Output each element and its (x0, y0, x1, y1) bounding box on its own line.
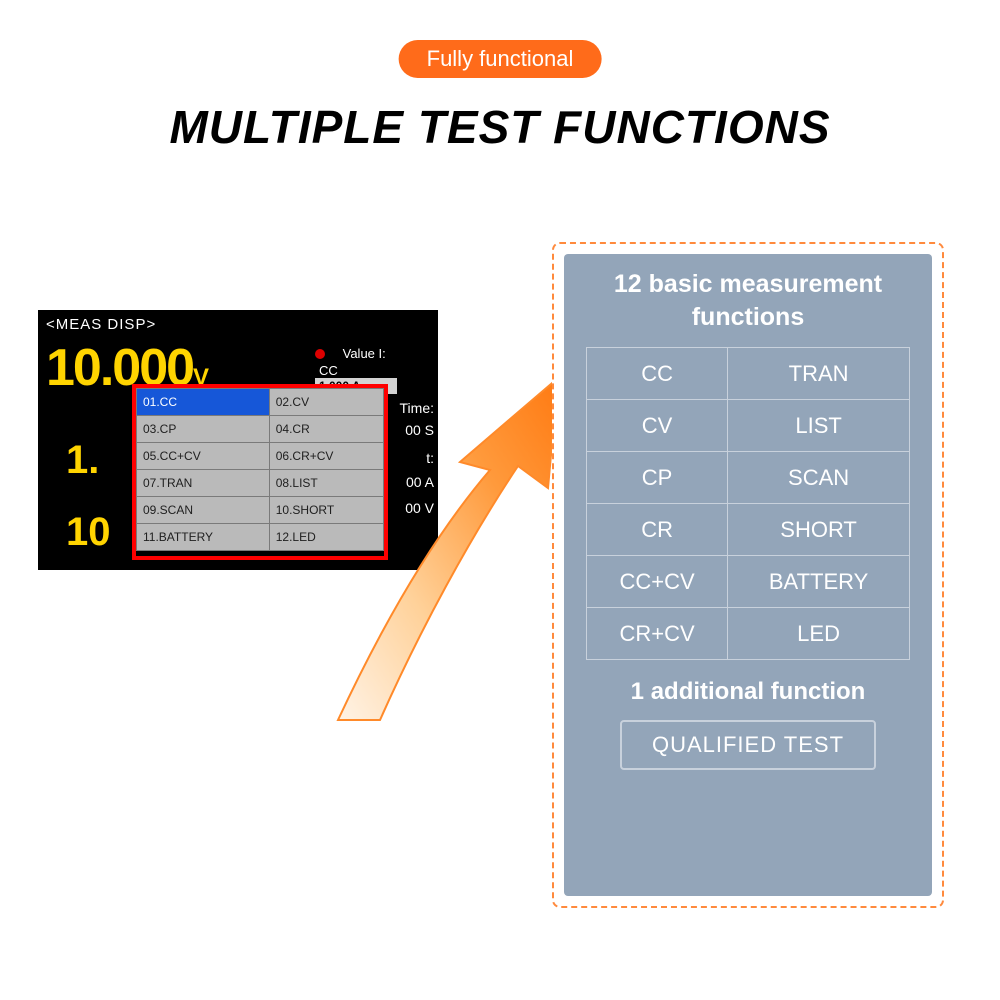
function-cell: CC+CV (587, 556, 728, 608)
panel-title-line1: 12 basic measurement (614, 270, 882, 298)
value-i-label: Value I: (343, 346, 386, 361)
function-cell: CR (587, 504, 728, 556)
record-dot-icon (315, 349, 325, 359)
panel-title-line2: functions (692, 303, 805, 331)
qualified-test-box: QUALIFIED TEST (620, 720, 876, 770)
additional-function-title: 1 additional function (631, 678, 866, 706)
t-label: t: (426, 450, 434, 466)
function-cell: CP (587, 452, 728, 504)
functions-table: CCTRANCVLISTCPSCANCRSHORTCC+CVBATTERYCR+… (586, 347, 910, 660)
function-cell: CC (587, 348, 728, 400)
device-mid-value-1: 1. (66, 438, 99, 483)
functions-panel-inner: 12 basic measurement functions CCTRANCVL… (564, 254, 932, 896)
popup-cell: 07.TRAN (137, 470, 270, 497)
popup-table: 01.CC02.CV03.CP04.CR05.CC+CV06.CR+CV07.T… (136, 388, 384, 551)
popup-cell: 06.CR+CV (269, 443, 383, 470)
popup-cell: 12.LED (269, 524, 383, 551)
popup-cell: 02.CV (269, 389, 383, 416)
main-title: MULTIPLE TEST FUNCTIONS (169, 100, 830, 154)
function-cell: LED (728, 608, 910, 660)
cc-indicator: CC (319, 363, 338, 378)
device-popup-menu: 01.CC02.CV03.CP04.CR05.CC+CV06.CR+CV07.T… (136, 388, 384, 551)
device-header: <MEAS DISP> (46, 316, 156, 333)
popup-cell: 08.LIST (269, 470, 383, 497)
popup-cell: 10.SHORT (269, 497, 383, 524)
panel-title: 12 basic measurement functions (614, 268, 882, 333)
popup-cell: 03.CP (137, 416, 270, 443)
function-cell: SCAN (728, 452, 910, 504)
function-cell: BATTERY (728, 556, 910, 608)
popup-cell: 05.CC+CV (137, 443, 270, 470)
device-screen: <MEAS DISP> 10.000V 1. 10 Value I: CC 1.… (38, 310, 438, 570)
function-cell: CR+CV (587, 608, 728, 660)
functions-panel: 12 basic measurement functions CCTRANCVL… (552, 242, 944, 908)
popup-cell: 11.BATTERY (137, 524, 270, 551)
time-label: Time: (400, 400, 434, 416)
popup-cell: 09.SCAN (137, 497, 270, 524)
badge-fully-functional: Fully functional (399, 40, 602, 78)
function-cell: SHORT (728, 504, 910, 556)
popup-cell: 04.CR (269, 416, 383, 443)
function-cell: CV (587, 400, 728, 452)
volts-line: 00 V (405, 500, 434, 516)
time-val: 00 S (405, 422, 434, 438)
amps-line: 00 A (406, 474, 434, 490)
device-mid-value-2: 10 (66, 510, 111, 555)
popup-cell: 01.CC (137, 389, 270, 416)
function-cell: TRAN (728, 348, 910, 400)
function-cell: LIST (728, 400, 910, 452)
